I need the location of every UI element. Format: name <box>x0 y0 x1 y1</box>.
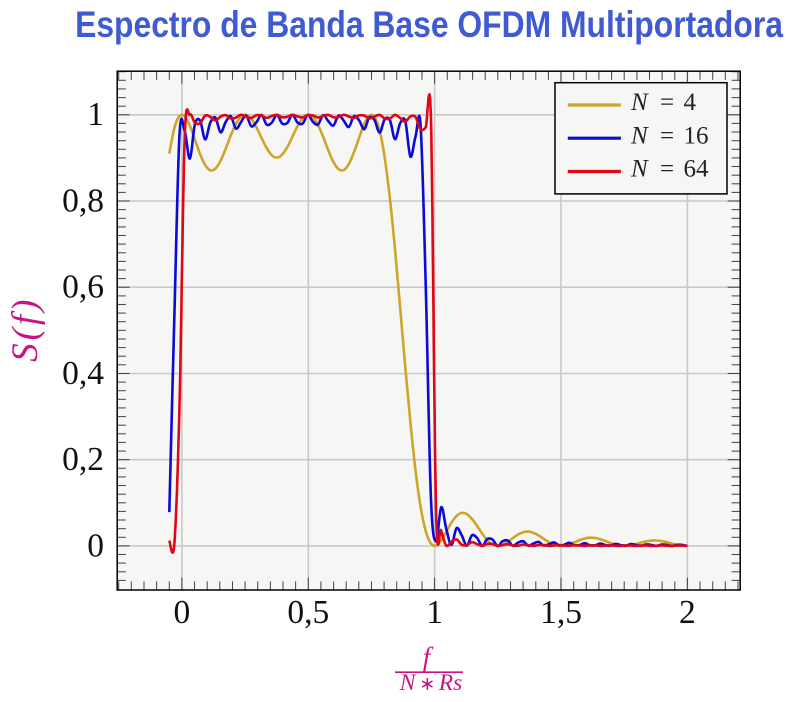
svg-text:=: = <box>660 156 674 183</box>
svg-text:=: = <box>660 89 674 116</box>
svg-text:S(f): S(f) <box>5 296 46 361</box>
svg-text:16: 16 <box>684 122 709 149</box>
svg-text:0,8: 0,8 <box>62 182 104 219</box>
svg-text:1,5: 1,5 <box>540 594 582 631</box>
svg-text:N: N <box>630 156 649 183</box>
svg-text:0,2: 0,2 <box>62 441 104 478</box>
svg-text:f: f <box>423 642 434 672</box>
svg-text:N: N <box>630 89 649 116</box>
svg-text:N: N <box>630 122 649 149</box>
svg-text:4: 4 <box>684 89 697 116</box>
svg-text:0: 0 <box>174 594 191 631</box>
svg-text:0,6: 0,6 <box>62 269 104 306</box>
svg-text:64: 64 <box>684 156 710 183</box>
svg-text:2: 2 <box>679 594 696 631</box>
svg-text:1: 1 <box>426 594 443 631</box>
svg-text:1: 1 <box>87 96 104 133</box>
svg-text:N∗Rs: N ∗ Rs <box>399 670 463 696</box>
svg-text:Espectro de Banda Base OFDM Mu: Espectro de Banda Base OFDM Multiportado… <box>75 5 784 46</box>
svg-text:=: = <box>660 122 674 149</box>
svg-text:0: 0 <box>87 527 104 564</box>
svg-text:0,5: 0,5 <box>287 594 329 631</box>
svg-text:0,4: 0,4 <box>62 355 104 392</box>
